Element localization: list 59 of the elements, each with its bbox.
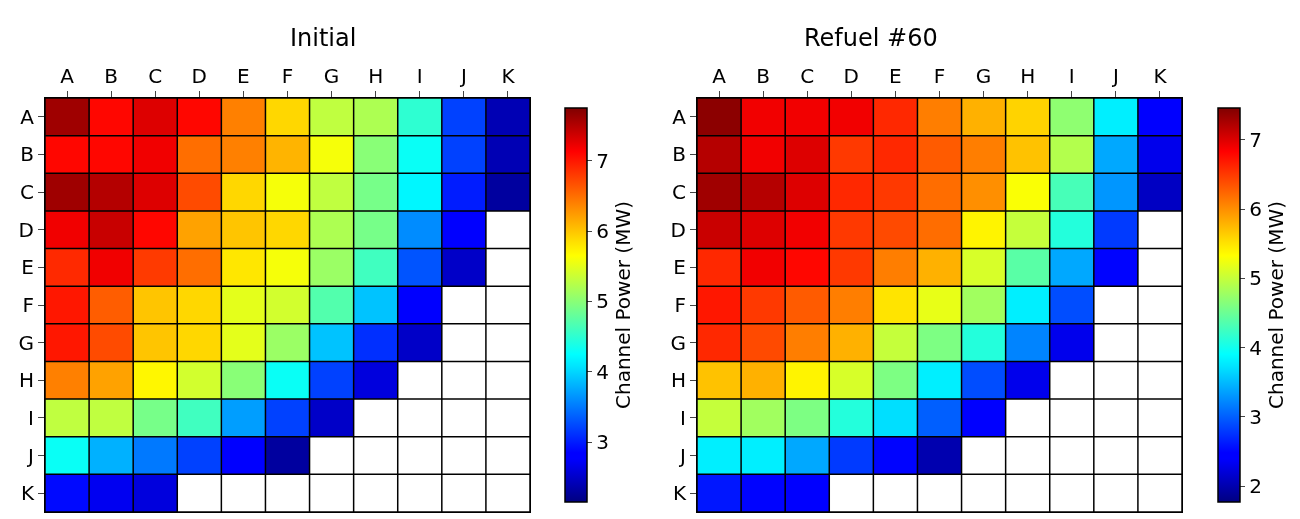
- color-bar-label: 6: [596, 219, 609, 244]
- y-tick-label: G: [670, 330, 686, 355]
- x-tick-label: J: [458, 64, 467, 88]
- x-tick-label: I: [416, 64, 423, 88]
- x-tick-label: H: [1020, 64, 1036, 88]
- color-bar-label: 7: [596, 148, 609, 173]
- color-bar-label: 4: [1249, 335, 1262, 360]
- color-bar-label: 5: [596, 289, 609, 314]
- y-tick-label: K: [672, 481, 687, 506]
- x-tick-label: G: [975, 64, 992, 88]
- y-tick-label: H: [18, 368, 34, 393]
- x-tick-label: G: [323, 64, 340, 88]
- x-tick-label: K: [501, 64, 516, 88]
- color-bar-label: 5: [1249, 266, 1262, 291]
- x-tick-label: I: [1068, 64, 1075, 88]
- color-bar-label: 7: [1249, 127, 1262, 152]
- x-tick-label: C: [800, 64, 815, 88]
- x-tick-label: B: [104, 64, 119, 88]
- color-bar-label: 6: [1249, 197, 1262, 222]
- y-tick-label: K: [20, 481, 35, 506]
- color-bar-title: Channel Power (MW): [1263, 201, 1288, 409]
- chart-title: Initial: [290, 24, 357, 52]
- y-tick-label: A: [672, 104, 687, 129]
- x-tick-label: J: [1110, 64, 1119, 88]
- x-tick-label: C: [148, 64, 163, 88]
- y-tick-label: A: [20, 104, 35, 129]
- y-tick-label: D: [18, 217, 34, 242]
- y-tick-label: F: [674, 293, 686, 317]
- x-tick-label: D: [843, 64, 860, 88]
- color-bar-label: 2: [1249, 474, 1262, 499]
- x-tick-label: F: [281, 64, 294, 88]
- x-tick-label: F: [933, 64, 946, 88]
- y-tick-label: E: [21, 255, 34, 280]
- color-bar-label: 4: [596, 359, 609, 384]
- chart-title: Refuel #60: [804, 24, 938, 52]
- y-tick-label: F: [22, 293, 34, 317]
- y-tick-label: I: [680, 405, 686, 430]
- y-tick-label: B: [672, 142, 686, 167]
- x-tick-label: E: [889, 64, 902, 88]
- x-tick-label: B: [756, 64, 771, 88]
- color-bar-label: 3: [1249, 404, 1262, 429]
- color-bar-label: 3: [596, 430, 609, 455]
- y-tick-label: J: [678, 443, 686, 468]
- y-tick-label: H: [670, 368, 686, 393]
- x-tick-label: K: [1153, 64, 1168, 88]
- x-tick-label: D: [191, 64, 208, 88]
- y-tick-label: J: [26, 443, 34, 468]
- y-tick-label: B: [20, 142, 34, 167]
- x-tick-label: A: [712, 64, 727, 88]
- color-bar-title: Channel Power (MW): [610, 201, 635, 409]
- y-tick-label: I: [28, 405, 34, 430]
- x-tick-label: E: [237, 64, 250, 88]
- y-tick-label: C: [20, 180, 34, 205]
- y-tick-label: D: [670, 217, 686, 242]
- y-tick-label: G: [18, 330, 34, 355]
- y-tick-label: E: [673, 255, 686, 280]
- x-tick-label: A: [60, 64, 75, 88]
- y-tick-label: C: [672, 180, 686, 205]
- x-tick-label: H: [368, 64, 384, 88]
